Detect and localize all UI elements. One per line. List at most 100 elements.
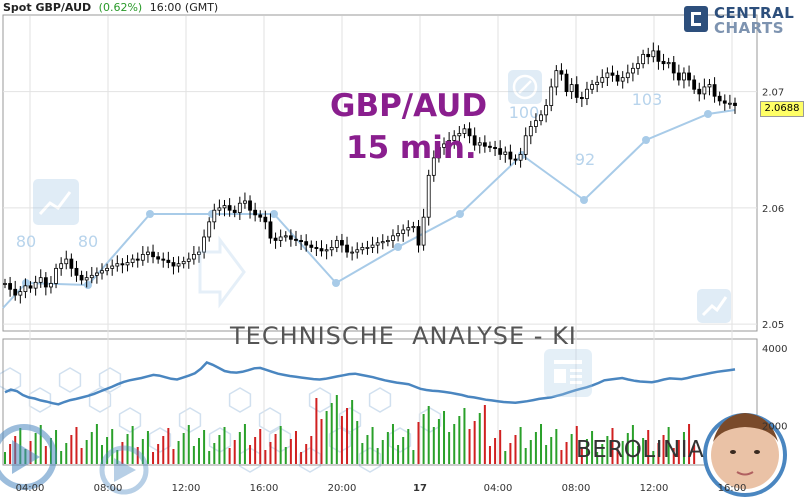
candle-body xyxy=(59,263,64,269)
volume-bar xyxy=(621,441,624,464)
candle-body xyxy=(334,240,339,248)
volume-bar xyxy=(631,425,634,464)
candle-body xyxy=(207,221,212,238)
volume-bar xyxy=(667,427,670,464)
volume-bar xyxy=(197,438,200,464)
volume-bar xyxy=(9,444,12,464)
volume-bar xyxy=(407,429,410,464)
candle-body xyxy=(682,72,686,81)
candle-body xyxy=(324,249,329,252)
candle-body xyxy=(442,143,446,148)
candle-body xyxy=(355,249,360,253)
volume-bar xyxy=(371,427,374,464)
candle-body xyxy=(110,265,115,269)
volume-bar xyxy=(131,426,134,464)
ai-forecast-point xyxy=(146,210,154,218)
candle-body xyxy=(620,77,625,82)
volume-bar xyxy=(601,444,604,464)
candle-body xyxy=(641,53,646,65)
volume-bar xyxy=(289,439,292,464)
candle-body xyxy=(482,142,487,147)
candle-body xyxy=(130,258,135,263)
candle-body xyxy=(217,207,222,211)
y-tick-label: 2.07 xyxy=(762,88,784,99)
candle-body xyxy=(380,241,385,244)
volume-bar xyxy=(488,446,491,464)
volume-bar xyxy=(340,416,343,464)
x-tick-label: 04:00 xyxy=(16,483,45,494)
candle-body xyxy=(329,247,334,251)
candle-body xyxy=(370,244,375,248)
candle-body xyxy=(345,244,349,253)
candle-body xyxy=(120,263,125,266)
candle-body xyxy=(299,240,303,243)
volume-bar xyxy=(545,445,548,464)
volume-bar xyxy=(693,445,696,464)
volume-bar xyxy=(187,425,190,464)
volume-bar xyxy=(213,443,216,464)
trend-up-watermark-icon xyxy=(697,289,731,323)
x-tick-label: 08:00 xyxy=(94,483,123,494)
candle-body xyxy=(283,235,288,238)
candle-body xyxy=(661,60,666,65)
volume-bar xyxy=(550,437,553,464)
volume-bar xyxy=(315,398,318,464)
candle-body xyxy=(697,88,702,95)
volume-bar xyxy=(448,432,451,464)
candle-body xyxy=(539,114,543,122)
volume-bar xyxy=(402,437,405,464)
candle-body xyxy=(534,120,538,127)
volume-bar xyxy=(279,426,282,464)
volume-bar xyxy=(591,431,594,464)
candle-body xyxy=(100,270,104,274)
candle-body xyxy=(564,73,569,92)
candle-body xyxy=(671,62,676,74)
volume-bar xyxy=(473,421,476,464)
volume-bar xyxy=(657,443,660,464)
logo-line-1: CENTRAL xyxy=(714,4,795,22)
ai-score-label: 80 xyxy=(16,232,36,251)
candle-body xyxy=(186,258,191,262)
ai-forecast-point xyxy=(704,110,712,118)
candle-body xyxy=(727,102,732,105)
hexagon-shape xyxy=(358,447,382,473)
candle-body xyxy=(294,238,298,241)
volume-bar xyxy=(335,395,338,464)
candle-body xyxy=(498,148,503,155)
volume-bar xyxy=(596,452,599,464)
volume-bar xyxy=(391,424,394,464)
candle-body xyxy=(646,53,651,58)
ai-forecast-point xyxy=(456,210,464,218)
volume-bar xyxy=(320,419,323,464)
timeframe-label: 16:00 (GMT) xyxy=(149,1,219,14)
volume-bar xyxy=(218,435,221,464)
volume-bar xyxy=(529,440,532,464)
price-panel-frame xyxy=(2,14,758,332)
volume-bar xyxy=(259,429,262,464)
candle-body xyxy=(559,70,564,75)
volume-bar xyxy=(4,452,6,464)
volume-bar xyxy=(284,447,287,464)
volume-bar xyxy=(560,450,563,464)
candle-body xyxy=(523,135,528,155)
candle-body xyxy=(243,200,247,204)
volume-bar xyxy=(146,431,149,464)
x-tick-label: 16:00 xyxy=(718,483,747,494)
volume-bar xyxy=(249,445,252,464)
volume-bar xyxy=(39,425,42,464)
volume-bar xyxy=(238,432,241,464)
volume-bar xyxy=(611,428,614,464)
volume-bar xyxy=(637,446,640,464)
candle-body xyxy=(513,158,518,161)
ai-forecast-point xyxy=(84,281,92,289)
play-circle-icon xyxy=(0,424,149,495)
volume-bar xyxy=(386,432,389,464)
volume-bar xyxy=(412,450,415,464)
volume-bar xyxy=(524,448,527,464)
volume-bar xyxy=(437,419,440,464)
volume-bar xyxy=(182,433,185,464)
candle-body xyxy=(360,247,365,251)
ai-forecast-point xyxy=(642,136,650,144)
volume-bar xyxy=(351,400,354,464)
volume-bar xyxy=(483,405,486,464)
